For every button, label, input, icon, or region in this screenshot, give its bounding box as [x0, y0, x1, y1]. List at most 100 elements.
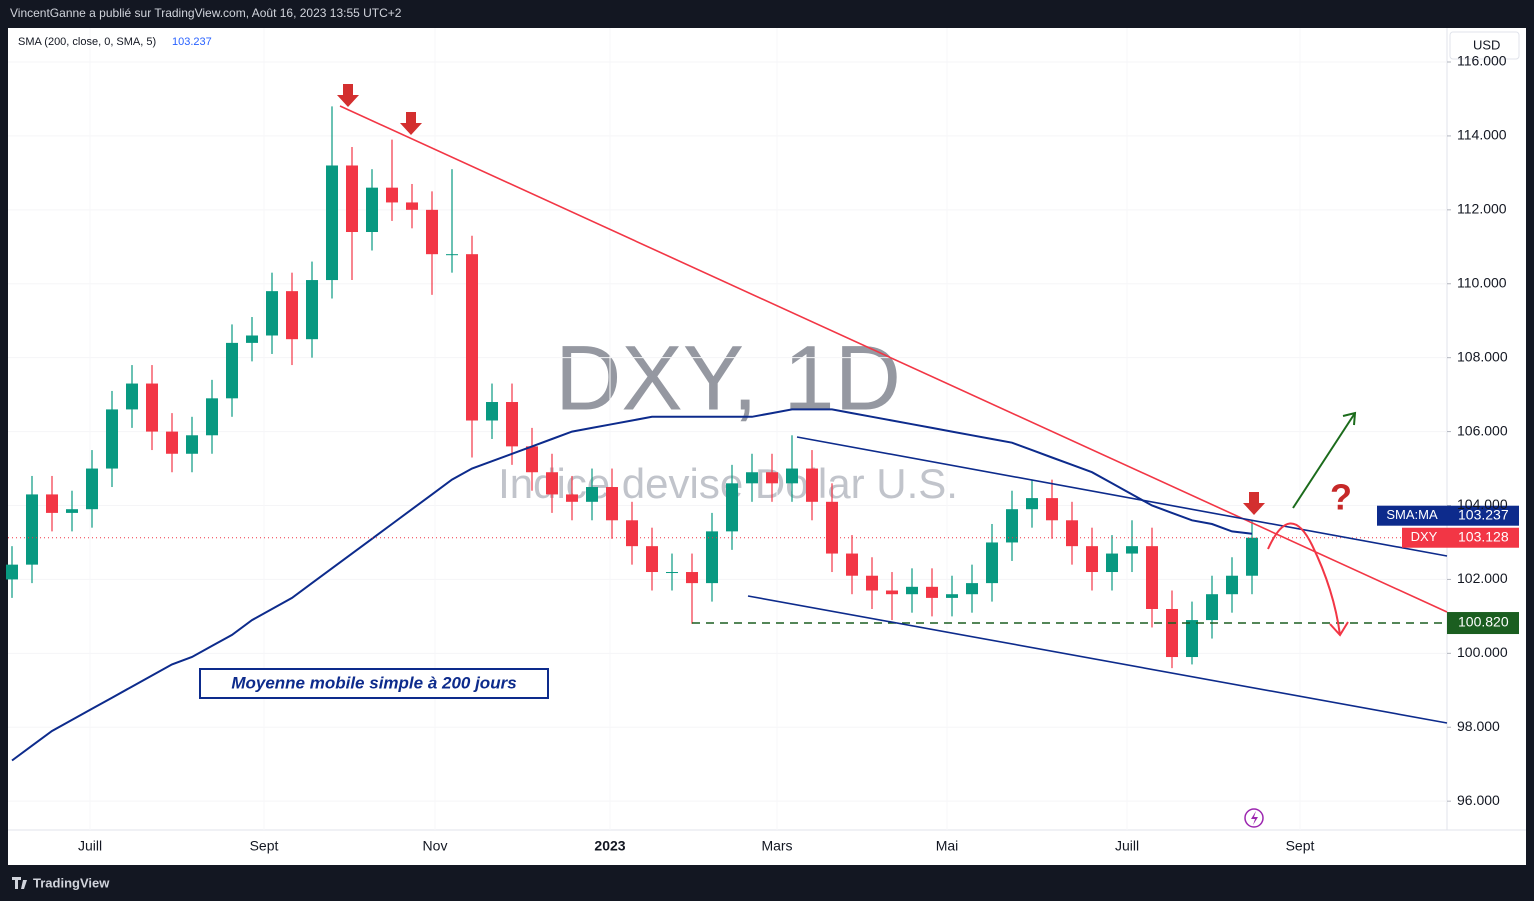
- candle-body: [1086, 546, 1098, 573]
- x-tick-label: Sept: [1286, 838, 1315, 854]
- sma-value-badge: [1447, 505, 1519, 526]
- indicator-value: 103.237: [172, 36, 212, 48]
- support-badge: [1447, 612, 1519, 635]
- candle-body: [306, 280, 318, 340]
- sma-line: [11, 408, 1253, 762]
- candle-body: [1106, 553, 1118, 573]
- event-icon: [1244, 808, 1264, 828]
- y-tick-label: 116.000: [1457, 53, 1507, 69]
- candle-body: [1046, 498, 1058, 521]
- y-tick-label: 108.000: [1457, 348, 1508, 364]
- y-tick-label: 104.000: [1457, 496, 1508, 512]
- candle-body: [686, 572, 698, 584]
- symbol: DXY: [1411, 529, 1438, 544]
- candle-body: [1026, 498, 1038, 510]
- candle-body: [26, 494, 38, 565]
- sma-name-badge: [1377, 505, 1447, 526]
- candle-body: [986, 542, 998, 584]
- x-tick-label: 2023: [594, 838, 625, 854]
- y-tick-label: 100.000: [1457, 644, 1508, 660]
- question-mark: ?: [1330, 477, 1352, 518]
- candle-body: [966, 583, 978, 595]
- x-tick-label: Nov: [423, 838, 448, 854]
- candle-body: [506, 402, 518, 447]
- candle-body: [566, 494, 578, 502]
- candle-body: [446, 254, 458, 256]
- candle-body: [1166, 608, 1178, 658]
- candle-body: [606, 487, 618, 521]
- candle-body: [666, 572, 678, 574]
- candle-body: [346, 165, 358, 233]
- candle-body: [86, 468, 98, 510]
- chart-panel: [8, 28, 1526, 865]
- candle-body: [626, 520, 638, 547]
- trend-line: [339, 105, 1448, 613]
- candle-body: [1226, 575, 1238, 595]
- candle-body: [1126, 546, 1138, 554]
- arrow-down: [337, 84, 359, 107]
- candle-body: [1206, 594, 1218, 621]
- brand: TradingView: [33, 875, 110, 890]
- candle-body: [146, 383, 158, 432]
- sma-note: Moyenne mobile simple à 200 jours: [231, 673, 516, 692]
- watermark: DXY, 1D: [555, 327, 901, 429]
- candle-body: [886, 590, 898, 595]
- y-tick-label: 102.000: [1457, 570, 1508, 586]
- candle-body: [326, 165, 338, 281]
- candle-body: [246, 335, 258, 343]
- logo: [12, 877, 27, 889]
- y-tick-label: 114.000: [1457, 127, 1507, 143]
- last-price-badge: [1447, 527, 1519, 548]
- candle-body: [166, 431, 178, 454]
- candle-body: [386, 187, 398, 203]
- indicator-legend: SMA (200, close, 0, SMA, 5): [18, 36, 156, 48]
- bearish-arrow: [1267, 522, 1349, 637]
- note-box: [199, 668, 549, 699]
- candle-body: [726, 483, 738, 532]
- candle-body: [206, 398, 218, 436]
- bullish-arrow: [1292, 411, 1357, 509]
- y-tick-label: 110.000: [1457, 274, 1507, 290]
- candle-body: [1146, 546, 1158, 609]
- candle-body: [426, 209, 438, 255]
- candle-body: [286, 291, 298, 340]
- publisher: VincentGanne a publié sur TradingView.co…: [10, 6, 402, 20]
- candle-body: [526, 446, 538, 473]
- currency-box[interactable]: [1449, 31, 1520, 60]
- candle-body: [1066, 520, 1078, 547]
- arrow-down: [1243, 492, 1265, 515]
- candle-body: [126, 383, 138, 410]
- candle-body: [926, 586, 938, 598]
- candle-body: [1246, 537, 1258, 576]
- arrow-down: [400, 112, 422, 135]
- x-tick-label: Mai: [936, 838, 959, 854]
- candle-body: [806, 468, 818, 502]
- channel-top: [796, 436, 1448, 557]
- candle-body: [646, 546, 658, 573]
- candle-body: [586, 487, 598, 502]
- event-bolt: [1251, 811, 1258, 825]
- x-tick-label: Sept: [250, 838, 279, 854]
- x-tick-label: Mars: [761, 838, 792, 854]
- support-label: 100.820: [1458, 614, 1509, 630]
- candle-body: [266, 291, 278, 336]
- candle-body: [786, 468, 798, 484]
- candle-body: [766, 472, 778, 484]
- y-tick-label: 98.000: [1457, 718, 1500, 734]
- candle-body: [746, 472, 758, 484]
- y-tick-label: 106.000: [1457, 422, 1508, 438]
- symbol-badge: [1402, 527, 1447, 548]
- candle-body: [46, 494, 58, 513]
- candle-body: [1186, 620, 1198, 658]
- badges: SMA:MA 103.237 DXY 103.128 100.820: [1377, 505, 1519, 635]
- candle-body: [406, 202, 418, 210]
- channel-bottom: [747, 595, 1448, 724]
- candle-body: [466, 254, 478, 421]
- candle-body: [486, 402, 498, 421]
- candle-body: [186, 435, 198, 454]
- candle-body: [366, 187, 378, 233]
- candle-body: [66, 509, 78, 513]
- x-tick-label: Juill: [1115, 838, 1139, 854]
